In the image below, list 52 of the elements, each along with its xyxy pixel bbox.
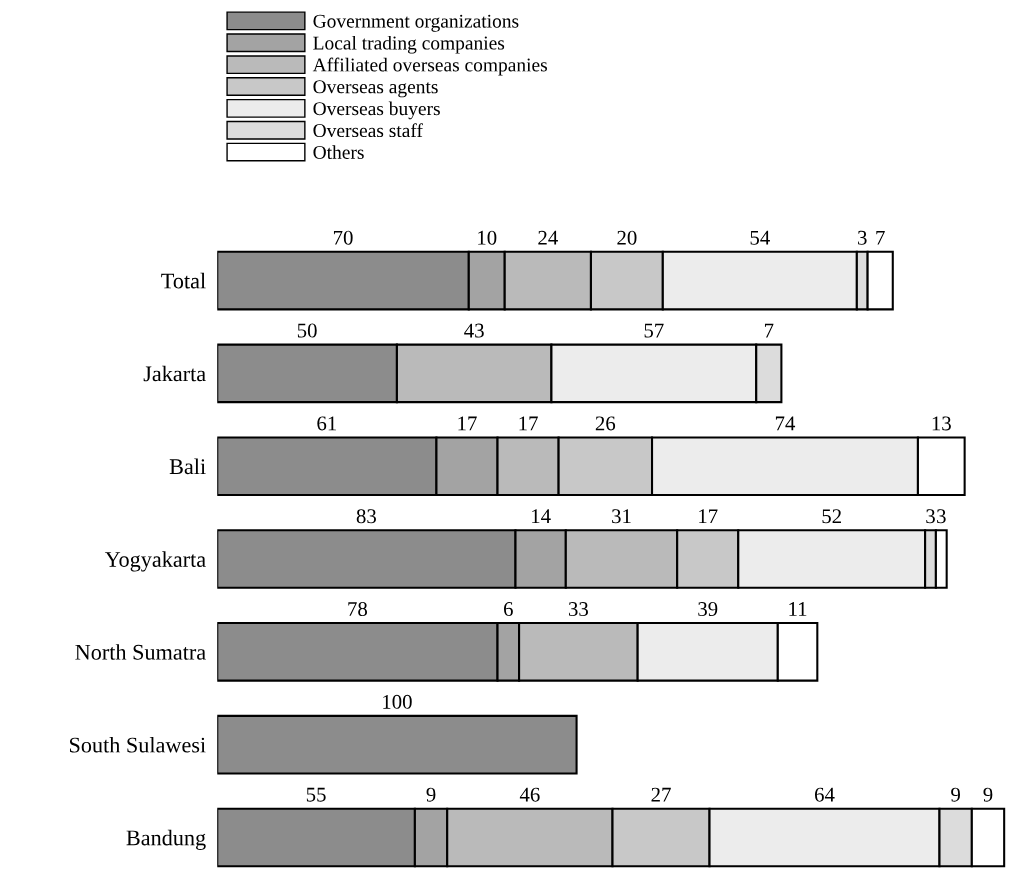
data-label: 64 [814, 787, 835, 802]
data-label: 17 [458, 416, 477, 431]
y-tick-label: Bandung [126, 829, 206, 850]
y-tick-label: North Sumatra [75, 644, 206, 660]
data-label: 14 [532, 509, 551, 524]
data-label: 83 [356, 509, 376, 524]
data-label: 43 [464, 323, 484, 338]
data-label: 100 [383, 694, 412, 709]
legend-label: Overseas buyers [313, 101, 440, 120]
data-label: 7 [876, 230, 885, 245]
legend-label: Local trading companies [313, 35, 505, 54]
data-label: 3 [937, 509, 946, 524]
y-tick-label: Yogyakarta [104, 551, 206, 572]
data-label: 39 [698, 602, 718, 617]
data-label: 24 [538, 230, 558, 245]
data-label: 10 [478, 230, 497, 245]
data-label: 9 [983, 787, 993, 802]
data-label: 17 [519, 416, 538, 431]
legend-label: Overseas agents [313, 80, 438, 98]
y-tick-label: South Sulawesi [69, 736, 206, 753]
data-label: 33 [568, 602, 588, 617]
bar [217, 714, 578, 775]
legend-label: Overseas staff [313, 123, 423, 138]
data-label: 7 [764, 323, 774, 338]
y-tick-label: Total [161, 272, 206, 289]
data-label: 70 [333, 230, 353, 245]
data-label: 78 [348, 601, 368, 617]
data-label: 74 [775, 416, 796, 431]
legend-label: Affiliated overseas companies [312, 57, 547, 76]
legend-label: Government organizations [313, 14, 519, 32]
data-label: 50 [297, 323, 317, 338]
data-label: 17 [699, 509, 718, 524]
data-label: 27 [651, 787, 671, 802]
y-tick-label: Jakarta [143, 365, 206, 382]
data-label: 13 [932, 416, 951, 431]
data-label: 46 [519, 787, 540, 802]
data-label: 57 [644, 323, 664, 338]
legend-label: Others [313, 145, 364, 159]
data-label: 52 [822, 509, 841, 524]
data-label: 3 [926, 509, 935, 524]
data-label: 20 [617, 230, 637, 245]
data-label: 9 [951, 787, 961, 802]
data-label: 61 [317, 416, 337, 431]
data-label: 31 [612, 509, 631, 524]
data-label: 6 [503, 602, 513, 617]
y-tick-label: Bali [169, 458, 206, 475]
data-label: 55 [306, 787, 326, 802]
data-label: 3 [858, 230, 867, 245]
data-label: 9 [426, 787, 436, 802]
data-label: 54 [750, 230, 770, 245]
data-label: 26 [595, 416, 616, 431]
data-label: 11 [789, 602, 807, 616]
